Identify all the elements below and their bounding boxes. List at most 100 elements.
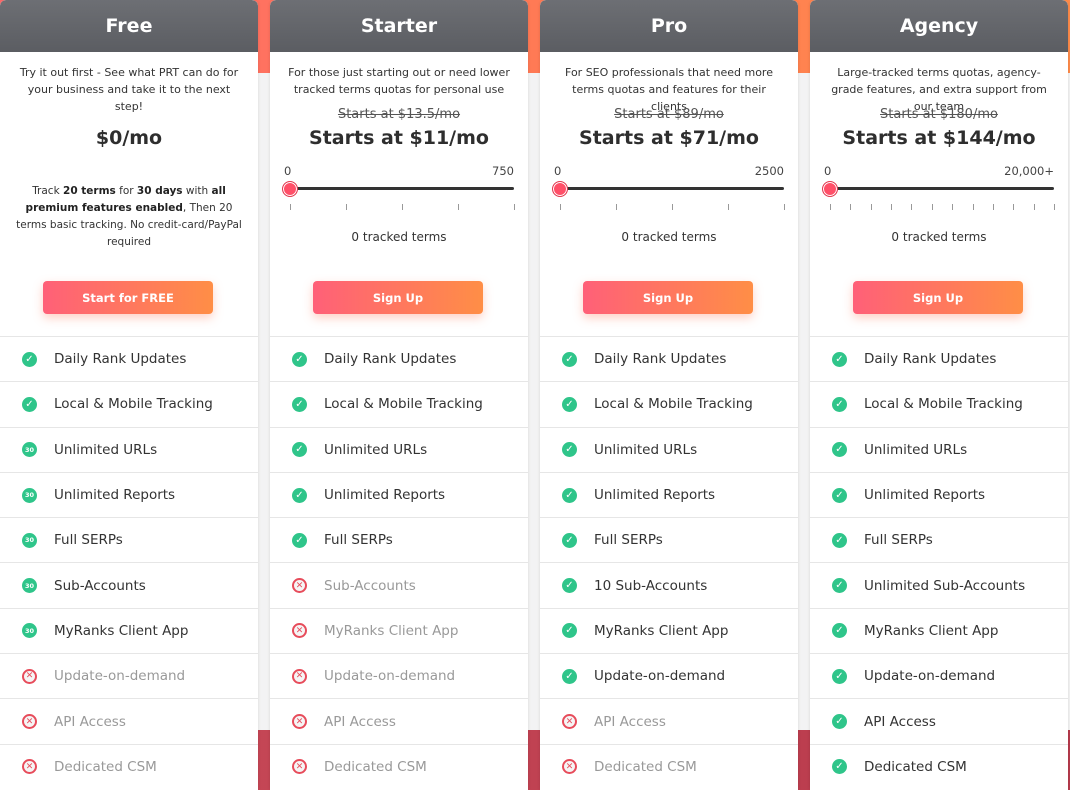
feature-item: ✓ Unlimited URLs — [540, 426, 798, 472]
feature-item: ✓ Unlimited URLs — [270, 426, 528, 472]
check-circle-icon: ✓ — [832, 351, 847, 367]
plan-card-free: Free Try it out first - See what PRT can … — [0, 0, 258, 790]
feature-label: API Access — [864, 713, 936, 730]
feature-label: Unlimited URLs — [324, 441, 428, 458]
terms-slider-track[interactable] — [290, 187, 514, 190]
start-free-button[interactable]: Start for FREE — [43, 281, 213, 314]
check-circle-icon: ✓ — [292, 442, 307, 458]
terms-slider-handle[interactable] — [822, 181, 838, 197]
check-circle-icon: ✓ — [832, 578, 847, 594]
plan-price: Starts at $11/mo — [309, 127, 489, 149]
feature-label: Update-on-demand — [864, 668, 996, 685]
feature-label: Sub-Accounts — [54, 577, 146, 594]
feature-label: Unlimited Reports — [594, 487, 716, 504]
feature-label: Local & Mobile Tracking — [54, 396, 213, 413]
slider-tick — [784, 204, 785, 210]
feature-label: Dedicated CSM — [594, 758, 697, 775]
feature-item: ✕ MyRanks Client App — [270, 607, 528, 653]
feature-item: 30 Unlimited URLs — [0, 426, 258, 472]
tracked-terms-count: 0 tracked terms — [891, 230, 987, 244]
sign-up-button[interactable]: Sign Up — [313, 281, 483, 314]
plan-price: Starts at $71/mo — [579, 127, 759, 149]
feature-item: ✕ Update-on-demand — [270, 653, 528, 698]
check-circle-icon: ✓ — [562, 578, 577, 594]
feature-label: Unlimited URLs — [864, 441, 968, 458]
slider-tick — [458, 204, 459, 210]
slider-tick — [870, 204, 872, 210]
check-circle-icon: ✓ — [292, 532, 307, 548]
feature-item: ✕ Update-on-demand — [0, 653, 258, 698]
slider-tick — [1033, 204, 1035, 210]
feature-item: ✓ Local & Mobile Tracking — [270, 381, 528, 426]
x-circle-icon: ✕ — [562, 759, 577, 775]
feature-label: Daily Rank Updates — [324, 351, 457, 368]
feature-label: Sub-Accounts — [324, 577, 416, 594]
feature-label: Dedicated CSM — [324, 758, 427, 775]
feature-label: Local & Mobile Tracking — [864, 396, 1023, 413]
old-price: Starts at $89/mo — [614, 107, 724, 122]
slider-tick — [672, 204, 673, 210]
feature-item: ✓ Unlimited URLs — [810, 426, 1068, 472]
feature-item: ✓ Update-on-demand — [810, 653, 1068, 698]
slider-max-label: 20,000+ — [1004, 164, 1054, 178]
check-circle-icon: ✓ — [832, 442, 847, 458]
plan-name: Agency — [810, 0, 1068, 52]
slider-tick — [850, 204, 852, 210]
slider-tick — [1013, 204, 1015, 210]
feature-label: Unlimited Reports — [54, 487, 176, 504]
slider-tick — [1054, 204, 1055, 210]
feature-label: Local & Mobile Tracking — [324, 396, 483, 413]
terms-slider-handle[interactable] — [552, 181, 568, 197]
feature-label: Full SERPs — [864, 532, 933, 549]
slider-tick — [830, 204, 831, 210]
x-circle-icon: ✕ — [292, 578, 307, 594]
feature-item: ✓ Full SERPs — [810, 517, 1068, 562]
plan-price: Starts at $144/mo — [842, 127, 1036, 149]
feature-item: ✕ Dedicated CSM — [0, 743, 258, 789]
feature-label: Unlimited Reports — [324, 487, 446, 504]
feature-list: ✓ Daily Rank Updates ✓ Local & Mobile Track… — [270, 336, 528, 789]
check-circle-icon: ✓ — [562, 668, 577, 684]
check-circle-icon: ✓ — [562, 396, 577, 412]
slider-max-label: 2500 — [754, 164, 784, 178]
feature-item: ✕ Dedicated CSM — [540, 743, 798, 789]
feature-label: Update-on-demand — [54, 668, 186, 685]
slider-tick — [992, 204, 994, 210]
slider-min-label: 0 — [284, 164, 292, 178]
plan-description: For those just starting out or need lowe… — [288, 66, 510, 96]
feature-item: ✓ 10 Sub-Accounts — [540, 562, 798, 607]
terms-slider-track[interactable] — [830, 187, 1054, 190]
feature-item: 30 Full SERPs — [0, 517, 258, 562]
plan-description: For SEO professionals that need more ter… — [565, 66, 773, 113]
feature-label: MyRanks Client App — [864, 622, 999, 639]
feature-label: MyRanks Client App — [324, 622, 459, 639]
feature-item: ✓ Daily Rank Updates — [810, 336, 1068, 381]
30-day-badge-icon: 30 — [22, 623, 37, 639]
slider-tick — [931, 204, 933, 210]
plan-price: $0/mo — [95, 127, 163, 149]
terms-slider-handle[interactable] — [282, 181, 298, 197]
feature-label: Daily Rank Updates — [594, 351, 727, 368]
check-circle-icon: ✓ — [832, 532, 847, 548]
feature-item: 30 Unlimited Reports — [0, 471, 258, 517]
terms-slider-track[interactable] — [560, 187, 784, 190]
slider-tick — [514, 204, 515, 210]
check-circle-icon: ✓ — [832, 759, 847, 775]
slider-tick — [911, 204, 913, 210]
30-day-badge-icon: 30 — [22, 578, 37, 594]
check-circle-icon: ✓ — [292, 396, 307, 412]
feature-label: Update-on-demand — [324, 668, 456, 685]
sign-up-button[interactable]: Sign Up — [583, 281, 753, 314]
check-circle-icon: ✓ — [832, 487, 847, 503]
feature-label: 10 Sub-Accounts — [594, 577, 708, 594]
slider-ticks — [290, 204, 515, 212]
x-circle-icon: ✕ — [22, 714, 37, 730]
slider-tick — [560, 204, 561, 210]
slider-max-label: 750 — [492, 164, 514, 178]
sign-up-button[interactable]: Sign Up — [853, 281, 1023, 314]
feature-label: MyRanks Client App — [54, 622, 189, 639]
feature-item: ✕ Dedicated CSM — [270, 743, 528, 789]
plan-name: Starter — [270, 0, 528, 52]
feature-item: ✓ Unlimited Sub-Accounts — [810, 562, 1068, 607]
